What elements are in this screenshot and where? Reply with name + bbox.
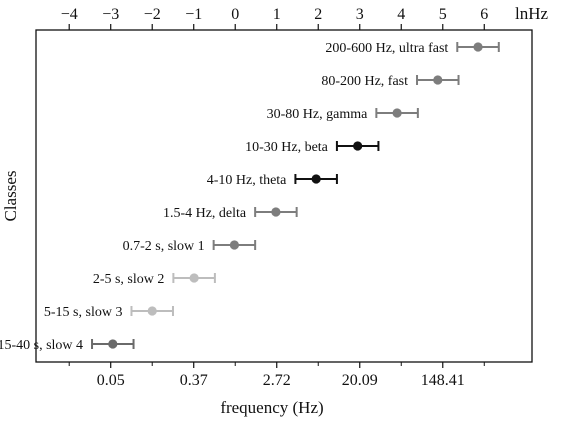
class-label: 80-200 Hz, fast (321, 74, 408, 89)
class-row: 0.7-2 s, slow 1 (123, 239, 257, 254)
bottom-tick-label: 148.41 (421, 372, 465, 389)
top-tick-label: 0 (231, 6, 239, 23)
class-label: 15-40 s, slow 4 (0, 338, 83, 353)
bottom-tick-label: 0.05 (97, 372, 125, 389)
class-row: 4-10 Hz, theta (207, 173, 338, 188)
top-tick-label: −2 (144, 6, 161, 23)
class-label: 1.5-4 Hz, delta (163, 206, 247, 221)
class-row: 200-600 Hz, ultra fast (325, 41, 500, 56)
bottom-tick-label: 0.37 (180, 372, 208, 389)
bottom-tick-label: 2.72 (263, 372, 291, 389)
class-label: 30-80 Hz, gamma (267, 107, 368, 122)
data-point (311, 174, 321, 184)
class-label: 5-15 s, slow 3 (44, 305, 123, 320)
data-point (189, 273, 199, 283)
data-point (392, 108, 402, 118)
class-row: 2-5 s, slow 2 (93, 272, 216, 287)
data-point (108, 339, 118, 349)
top-axis-label: lnHz (515, 4, 549, 23)
top-tick-label: 4 (397, 6, 405, 23)
top-tick-label: 1 (273, 6, 281, 23)
data-point (229, 240, 239, 250)
data-point (353, 141, 363, 151)
x-axis-label: frequency (Hz) (220, 398, 323, 417)
data-marks: 200-600 Hz, ultra fast 80-200 Hz, fast 30-… (0, 41, 500, 353)
class-row: 15-40 s, slow 4 (0, 338, 135, 353)
top-tick-label: 2 (314, 6, 322, 23)
class-label: 10-30 Hz, beta (245, 140, 329, 155)
class-row: 10-30 Hz, beta (245, 140, 380, 155)
data-point (271, 207, 281, 217)
class-label: 200-600 Hz, ultra fast (325, 41, 448, 56)
top-tick-label: 5 (439, 6, 447, 23)
plot-frame (35, 29, 533, 363)
class-row: 1.5-4 Hz, delta (163, 206, 298, 221)
top-tick-label: −1 (185, 6, 202, 23)
top-tick-label: 6 (480, 6, 488, 23)
data-point (433, 75, 443, 85)
bottom-axis: 0.05 0.37 2.72 20.09 148.41 (68, 362, 485, 389)
top-tick-label: −4 (61, 6, 78, 23)
top-tick-label: −3 (102, 6, 119, 23)
top-axis: −4 −3 −2 −1 0 1 2 3 4 5 6 (61, 6, 488, 30)
class-row: 80-200 Hz, fast (321, 74, 460, 89)
class-row: 5-15 s, slow 3 (44, 305, 174, 320)
class-row: 30-80 Hz, gamma (267, 107, 419, 122)
class-label: 2-5 s, slow 2 (93, 272, 165, 287)
data-point (147, 306, 157, 316)
y-axis-label: Classes (1, 171, 20, 222)
top-tick-label: 3 (356, 6, 364, 23)
class-label: 4-10 Hz, theta (207, 173, 287, 188)
data-point (473, 42, 483, 52)
class-label: 0.7-2 s, slow 1 (123, 239, 205, 254)
bottom-tick-label: 20.09 (342, 372, 378, 389)
